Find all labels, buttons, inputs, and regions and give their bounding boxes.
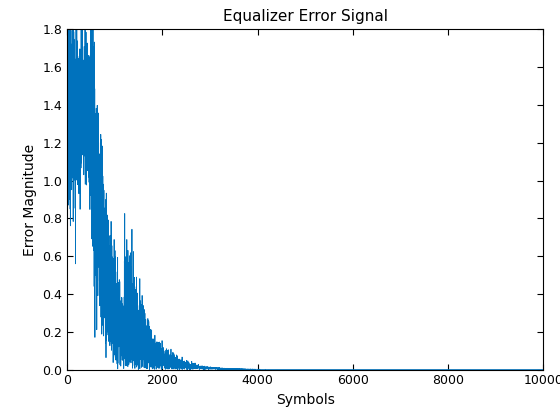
Title: Equalizer Error Signal: Equalizer Error Signal [223, 9, 388, 24]
X-axis label: Symbols: Symbols [276, 393, 335, 407]
Y-axis label: Error Magnitude: Error Magnitude [23, 144, 37, 255]
